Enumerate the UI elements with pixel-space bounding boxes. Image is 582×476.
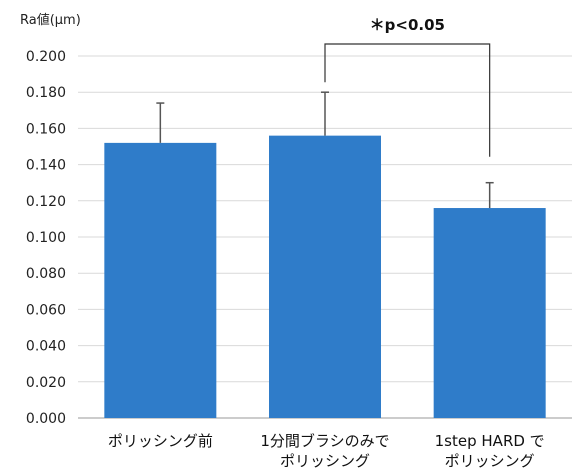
significance-label: ＊p<0.05 <box>370 16 445 34</box>
y-tick-label: 0.020 <box>26 375 66 391</box>
y-tick-label: 0.180 <box>26 85 66 101</box>
bars <box>104 135 546 418</box>
significance-bracket: ＊p<0.05 <box>324 16 491 157</box>
y-tick-label: 0.120 <box>26 194 66 210</box>
category-label: 1step HARD で <box>435 432 545 450</box>
y-tick-label: 0.140 <box>26 158 66 174</box>
category-label: 1分間ブラシのみで <box>260 432 389 450</box>
y-tick-label: 0.100 <box>26 230 66 246</box>
category-label: ポリッシング <box>280 452 370 470</box>
category-label: ポリッシング <box>445 452 535 470</box>
category-label: ポリッシング前 <box>108 432 213 450</box>
y-axis: 0.000 0.020 0.040 0.060 0.080 0.100 0.120 0.140… <box>26 49 66 427</box>
y-tick-label: 0.060 <box>26 302 66 318</box>
y-tick-label: 0.000 <box>26 411 66 427</box>
error-bars <box>156 91 494 209</box>
y-tick-label: 0.080 <box>26 266 66 282</box>
bar <box>433 208 546 418</box>
y-axis-title: Ra値(μm) <box>20 12 81 28</box>
bar <box>269 135 381 418</box>
y-tick-label: 0.160 <box>26 121 66 137</box>
bar <box>104 142 217 418</box>
significance-bracket-line <box>324 43 491 157</box>
y-tick-label: 0.040 <box>26 339 66 355</box>
y-tick-label: 0.200 <box>26 49 66 65</box>
